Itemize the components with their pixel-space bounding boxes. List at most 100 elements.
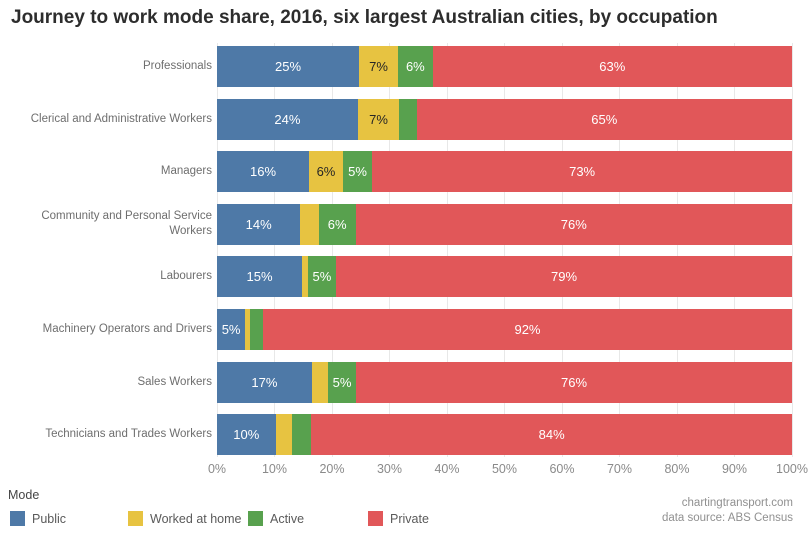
bar-segment-public: 25% <box>217 46 360 87</box>
legend-label: Active <box>270 511 305 526</box>
x-axis-tick-label: 50% <box>491 462 518 476</box>
x-axis-tick-label: 90% <box>721 462 748 476</box>
legend-label: Private <box>390 511 429 526</box>
category-label: Machinery Operators and Drivers <box>42 323 212 336</box>
attribution: chartingtransport.com data source: ABS C… <box>662 496 793 525</box>
segment-value-label: 7% <box>369 59 388 74</box>
legend-item-worked-at-home: Worked at home <box>128 511 241 526</box>
segment-value-label: 24% <box>274 111 301 127</box>
bar-row: 15% 5% 79% <box>217 256 792 298</box>
segment-value-label: 79% <box>550 269 578 285</box>
bar-segment-active: 5% <box>327 361 357 403</box>
bar-segment-private: 65% <box>416 98 792 140</box>
legend-swatch <box>248 511 263 526</box>
chart-title: Journey to work mode share, 2016, six la… <box>11 7 718 28</box>
x-axis-tick-label: 0% <box>207 462 227 476</box>
bar-row: 5% 92% <box>217 309 792 350</box>
segment-value-label: 5% <box>348 164 367 180</box>
segment-value-label: 65% <box>591 111 618 127</box>
bar-segment-private: 76% <box>355 203 792 245</box>
category-label: Sales Workers <box>137 375 212 388</box>
bar-segment-worked-at-home <box>245 309 251 350</box>
category-label: Clerical and Administrative Workers <box>30 112 212 125</box>
x-axis-tick-label: 40% <box>434 462 460 476</box>
legend-label: Public <box>32 511 67 526</box>
category-label: Technicians and Trades Workers <box>45 428 212 441</box>
bar-segment-worked-at-home: 7% <box>357 98 400 140</box>
category-label: Managers <box>160 165 212 178</box>
bar-segment-public: 16% <box>217 151 309 193</box>
bar-segment-public: 15% <box>217 256 303 298</box>
bar-segment-public: 17% <box>217 361 312 403</box>
bar-segment-worked-at-home <box>275 414 293 456</box>
legend-swatch <box>10 511 25 526</box>
gridline <box>619 43 620 457</box>
bar-segment-active: 5% <box>342 151 373 193</box>
gridline <box>389 43 390 457</box>
x-axis-tick-label: 20% <box>319 462 345 476</box>
bar-segment-private: 92% <box>262 309 792 350</box>
segment-value-label: 14% <box>245 216 272 232</box>
bar-segment-private: 76% <box>356 361 792 403</box>
legend-item-private: Private <box>368 511 429 526</box>
legend-item-active: Active <box>248 511 304 526</box>
bar-segment-worked-at-home: 6% <box>309 151 343 193</box>
bar-row: 14% 6% 76% <box>217 203 792 245</box>
gridline <box>216 43 218 457</box>
gridline <box>274 43 275 457</box>
segment-value-label: 6% <box>405 59 425 74</box>
legend-item-public: Public <box>10 511 66 526</box>
gridline <box>676 43 678 457</box>
bar-row: 10% 84% <box>217 414 792 456</box>
x-axis-tick-label: 60% <box>549 462 575 476</box>
segment-value-label: 5% <box>332 374 352 390</box>
bar-segment-private: 84% <box>311 414 792 456</box>
segment-value-label: 92% <box>514 322 541 337</box>
bar-segment-private: 79% <box>336 256 792 298</box>
bar-segment-worked-at-home <box>311 361 328 403</box>
plot-area: 25% 7% 6% 63% 24% 7% 65% 16% 6% 5% 73% 14% 6% 76% 15% 5… <box>216 43 793 457</box>
legend-label: Worked at home <box>150 511 242 526</box>
gridline <box>791 43 793 457</box>
segment-value-label: 5% <box>221 322 241 337</box>
bar-segment-active <box>292 414 312 456</box>
bar-row: 16% 6% 5% 73% <box>217 151 792 193</box>
bar-segment-active <box>250 309 263 350</box>
segment-value-label: 10% <box>233 427 260 443</box>
bar-row: 17% 5% 76% <box>217 361 792 403</box>
category-label: Professionals <box>142 60 212 73</box>
bar-segment-public: 14% <box>217 203 301 245</box>
x-axis-tick-label: 100% <box>776 462 808 476</box>
bar-row: 25% 7% 6% 63% <box>217 46 792 87</box>
segment-value-label: 63% <box>599 59 626 74</box>
bar-segment-active: 5% <box>307 256 337 298</box>
bar-segment-worked-at-home <box>300 203 319 245</box>
segment-value-label: 84% <box>538 427 565 443</box>
segment-value-label: 25% <box>274 59 302 74</box>
segment-value-label: 76% <box>560 216 587 232</box>
segment-value-label: 6% <box>316 164 336 180</box>
bar-segment-worked-at-home <box>302 256 308 298</box>
gridline <box>734 43 735 457</box>
bar-segment-private: 63% <box>432 46 792 87</box>
segment-value-label: 73% <box>569 164 596 180</box>
x-axis-tick-label: 30% <box>376 462 403 476</box>
attribution-source: data source: ABS Census <box>661 511 793 524</box>
legend-swatch <box>128 511 143 526</box>
segment-value-label: 16% <box>249 164 277 180</box>
bar-segment-active: 6% <box>318 203 356 245</box>
segment-value-label: 7% <box>369 111 388 127</box>
x-axis-tick-label: 70% <box>606 462 633 476</box>
segment-value-label: 17% <box>251 374 278 390</box>
segment-value-label: 15% <box>246 269 273 285</box>
gridline <box>446 43 448 457</box>
segment-value-label: 76% <box>561 374 588 390</box>
bar-segment-private: 73% <box>372 151 792 193</box>
category-label: Labourers <box>160 270 212 283</box>
bar-segment-public: 24% <box>217 98 358 140</box>
bar-segment-public: 5% <box>217 309 246 350</box>
segment-value-label: 6% <box>327 216 347 232</box>
bar-segment-active <box>399 98 417 140</box>
gridline <box>331 43 333 457</box>
